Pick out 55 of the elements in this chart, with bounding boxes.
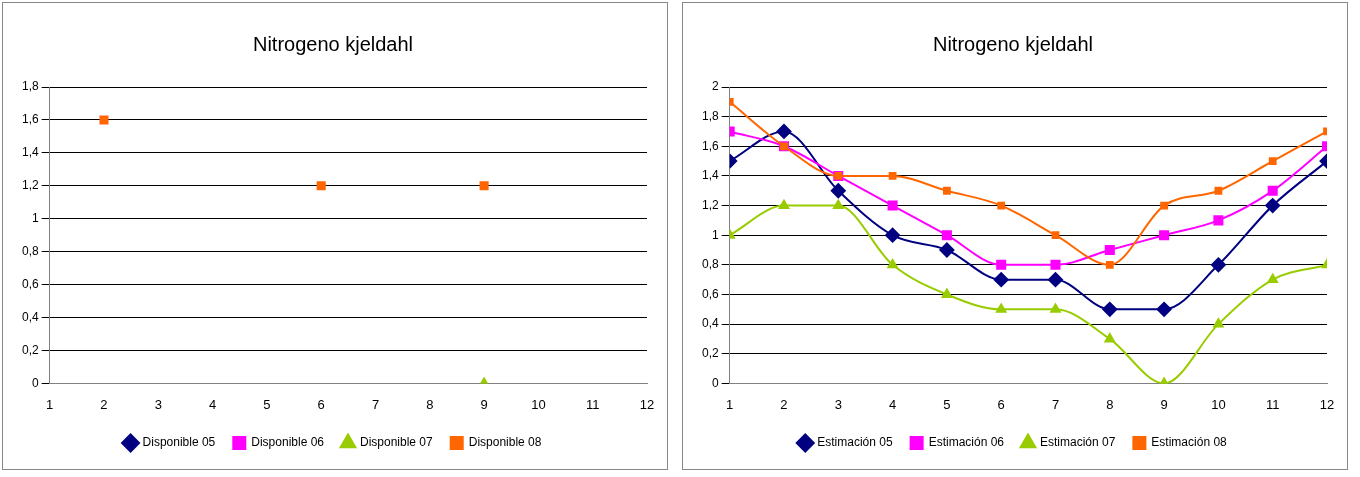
y-tick-label: 1,8: [21, 79, 39, 94]
legend-label: Estimación 05: [817, 435, 893, 450]
x-tick-label: 5: [943, 396, 951, 412]
x-tick-label: 8: [426, 396, 434, 412]
x-tick-label: 2: [100, 396, 108, 412]
y-tick-label: 1: [711, 227, 719, 242]
y-tick-label: 0,6: [21, 276, 39, 291]
x-tick-label: 4: [208, 396, 217, 412]
y-tick-label: 0: [711, 375, 719, 390]
x-tick-label: 6: [317, 396, 325, 412]
legend-label: Disponible 06: [251, 435, 325, 450]
y-tick-label: 0,8: [21, 243, 39, 258]
y-tick-label: 0,4: [701, 316, 719, 331]
x-tick-label: 2: [780, 396, 788, 412]
y-tick-label: 1,2: [701, 197, 719, 212]
x-tick-label: 1: [46, 396, 54, 412]
y-tick-label: 0,8: [701, 257, 719, 272]
x-tick-label: 7: [1051, 396, 1060, 412]
y-tick-label: 1,2: [21, 178, 39, 193]
x-tick-label: 3: [834, 396, 842, 412]
chart-title: Nitrogeno kjeldahl: [252, 32, 414, 55]
y-tick-label: 0: [31, 375, 39, 390]
x-tick-label: 12: [1319, 396, 1335, 412]
y-tick-label: 1: [31, 211, 39, 226]
y-tick-label: 1,6: [701, 138, 719, 153]
legend-label: Estimación 07: [1040, 435, 1116, 450]
y-tick-label: 1,4: [701, 168, 719, 183]
x-tick-label: 10: [531, 396, 546, 412]
x-tick-label: 3: [154, 396, 162, 412]
legend-label: Estimación 06: [928, 435, 1005, 450]
y-tick-label: 0,2: [701, 346, 719, 361]
legend-label: Estimación 08: [1151, 435, 1228, 450]
x-tick-label: 8: [1106, 396, 1114, 412]
x-tick-label: 6: [997, 396, 1005, 412]
x-tick-label: 10: [1211, 396, 1226, 412]
x-tick-label: 11: [1265, 396, 1280, 412]
y-tick-label: 2: [711, 79, 719, 94]
x-tick-label: 5: [263, 396, 271, 412]
x-tick-label: 7: [371, 396, 380, 412]
x-tick-label: 12: [639, 396, 655, 412]
y-tick-label: 1,6: [21, 112, 39, 127]
legend-label: Disponible 07: [360, 435, 434, 450]
x-tick-label: 11: [585, 396, 600, 412]
chart-title: Nitrogeno kjeldahl: [932, 32, 1094, 55]
legend-label: Disponible 05: [142, 435, 216, 450]
y-tick-label: 0,2: [21, 342, 39, 357]
y-tick-label: 1,4: [21, 145, 39, 160]
y-tick-label: 0,4: [21, 309, 39, 324]
x-tick-label: 9: [1160, 396, 1168, 412]
x-tick-label: 4: [888, 396, 897, 412]
legend-label: Disponible 08: [468, 435, 542, 450]
x-tick-label: 1: [726, 396, 734, 412]
y-tick-label: 1,8: [701, 108, 719, 123]
x-tick-label: 9: [480, 396, 488, 412]
y-tick-label: 0,6: [701, 286, 719, 301]
